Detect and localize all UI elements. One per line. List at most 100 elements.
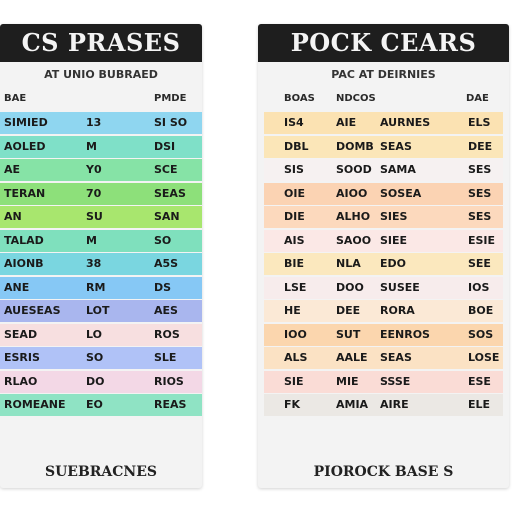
left-row-cell: A5S [154, 257, 179, 270]
left-row-cell: RIOS [154, 374, 184, 388]
right-row-cell: SES [468, 186, 492, 200]
left-row-cell: RLAO [4, 374, 38, 388]
right-table-row: DIE ALHO SIES SES [264, 206, 503, 228]
right-table-row: SIE MIE SSSE ESE [264, 370, 503, 393]
left-row-cell: 38 [86, 257, 102, 270]
right-row-cell: SSSE [380, 374, 411, 388]
right-table-row: ALS AALE SEAS LOSE [264, 347, 503, 369]
right-row-cell: EENROS [380, 327, 430, 341]
left-row-cell: ROS [154, 327, 180, 341]
left-row-cell: LO [86, 327, 102, 341]
left-row-cell: 70 [86, 186, 102, 200]
right-table-row: IOO SUT EENROS SOS [264, 323, 503, 346]
left-row-cell: SO [86, 351, 104, 364]
right-price-card: POCK CEARS PAC AT DEIRNIES BOAS NDCOS DA… [258, 24, 509, 488]
right-table-row: HE DEE RORA BOE [264, 300, 503, 322]
left-row-cell: Y0 [86, 163, 102, 176]
left-row-cell: LOT [86, 304, 110, 317]
left-table-row: TERAN 70 SEAS [0, 182, 202, 205]
right-row-cell: SEE [468, 257, 491, 270]
right-row-cell: HE [284, 304, 301, 317]
right-row-cell: AIS [284, 233, 305, 247]
right-row-cell: IOS [468, 280, 490, 294]
right-row-cell: SIE [284, 374, 304, 388]
right-row-cell: NLA [336, 257, 361, 270]
right-row-cell: SAOO [336, 233, 372, 247]
left-row-cell: AOLED [4, 139, 46, 153]
left-row-cell: SLE [154, 351, 177, 364]
right-table-row: FK AMIA AIRE ELE [264, 394, 503, 416]
right-row-cell: DOMB [336, 139, 374, 153]
right-row-cell: LOSE [468, 351, 500, 364]
right-row-cell: SIEE [380, 233, 408, 247]
left-row-cell: SIMIED [4, 116, 48, 129]
right-table-row: SIS SOOD SAMA SES [264, 159, 503, 181]
right-row-cell: EDO [380, 257, 406, 270]
right-row-cell: AMIA [336, 398, 369, 411]
right-row-cell: SUSEE [380, 280, 420, 294]
left-row-cell: SCE [154, 163, 178, 176]
left-table-row: AN SU SAN [0, 206, 202, 228]
right-column-headers: BOAS NDCOS DAE [258, 88, 509, 112]
right-row-cell: LSE [284, 280, 307, 294]
left-row-cell: ROMEANE [4, 398, 66, 411]
left-table-row: AOLED M DSI [0, 135, 202, 158]
left-row-cell: 13 [86, 116, 102, 129]
left-row-cell: SEAD [4, 327, 38, 341]
left-row-cell: SO [154, 233, 172, 247]
left-row-cell: AE [4, 163, 21, 176]
right-row-cell: OIE [284, 186, 305, 200]
left-table-row: ROMEANE EO REAS [0, 394, 202, 416]
right-row-cell: SOSEA [380, 186, 422, 200]
left-table-row: RLAO DO RIOS [0, 370, 202, 393]
right-table-row: DBL DOMB SEAS DEE [264, 135, 503, 158]
right-row-cell: FK [284, 398, 301, 411]
right-row-cell: SOOD [336, 163, 372, 176]
left-table-row: AE Y0 SCE [0, 159, 202, 181]
right-row-cell: BOE [468, 304, 494, 317]
right-row-cell: IOO [284, 327, 307, 341]
right-row-cell: SOS [468, 327, 494, 341]
left-card-subtitle: AT UNIO BUBRAED [44, 68, 158, 81]
left-row-cell: RM [86, 280, 106, 294]
right-row-cell: DEE [468, 139, 493, 153]
right-row-cell: SUT [336, 327, 361, 341]
left-row-cell: SEAS [154, 186, 186, 200]
left-row-cell: ANE [4, 280, 30, 294]
right-row-cell: SIES [380, 210, 408, 223]
right-row-cell: AIE [336, 116, 357, 129]
right-table-row: BIE NLA EDO SEE [264, 253, 503, 275]
left-table-row: SIMIED 13 SI SO [0, 112, 202, 134]
left-table-row: ANE RM DS [0, 276, 202, 299]
right-col-header-1: BOAS [284, 93, 315, 104]
right-row-cell: SEAS [380, 139, 412, 153]
left-row-cell: AES [154, 304, 178, 317]
right-row-cell: IS4 [284, 116, 304, 129]
right-row-cell: ESE [468, 374, 491, 388]
left-row-cell: M [86, 233, 97, 247]
right-row-cell: SEAS [380, 351, 412, 364]
left-row-cell: TERAN [4, 186, 46, 200]
right-row-cell: MIE [336, 374, 359, 388]
left-row-cell: SAN [154, 210, 180, 223]
right-table-row: IS4 AIE AURNES ELS [264, 112, 503, 134]
left-row-cell: TALAD [4, 233, 44, 247]
left-table-row: TALAD M SO [0, 229, 202, 252]
right-row-cell: SAMA [380, 163, 416, 176]
left-row-cell: DS [154, 280, 172, 294]
right-row-cell: RORA [380, 304, 415, 317]
left-card-footer: SUEBRACNES [44, 464, 158, 480]
right-col-header-4: DAE [466, 93, 489, 104]
left-col-header-1: BAE [4, 93, 27, 104]
right-row-cell: DBL [284, 139, 309, 153]
right-row-cell: SES [468, 210, 492, 223]
left-row-cell: DO [86, 374, 105, 388]
right-row-cell: AALE [336, 351, 368, 364]
right-row-cell: AIRE [380, 398, 409, 411]
left-row-cell: M [86, 139, 97, 153]
right-row-cell: DEE [336, 304, 361, 317]
left-row-cell: SU [86, 210, 103, 223]
right-card-footer: PIOROCK BASE S [313, 464, 454, 480]
right-row-cell: AIOO [336, 186, 368, 200]
left-row-cell: DSI [154, 139, 176, 153]
